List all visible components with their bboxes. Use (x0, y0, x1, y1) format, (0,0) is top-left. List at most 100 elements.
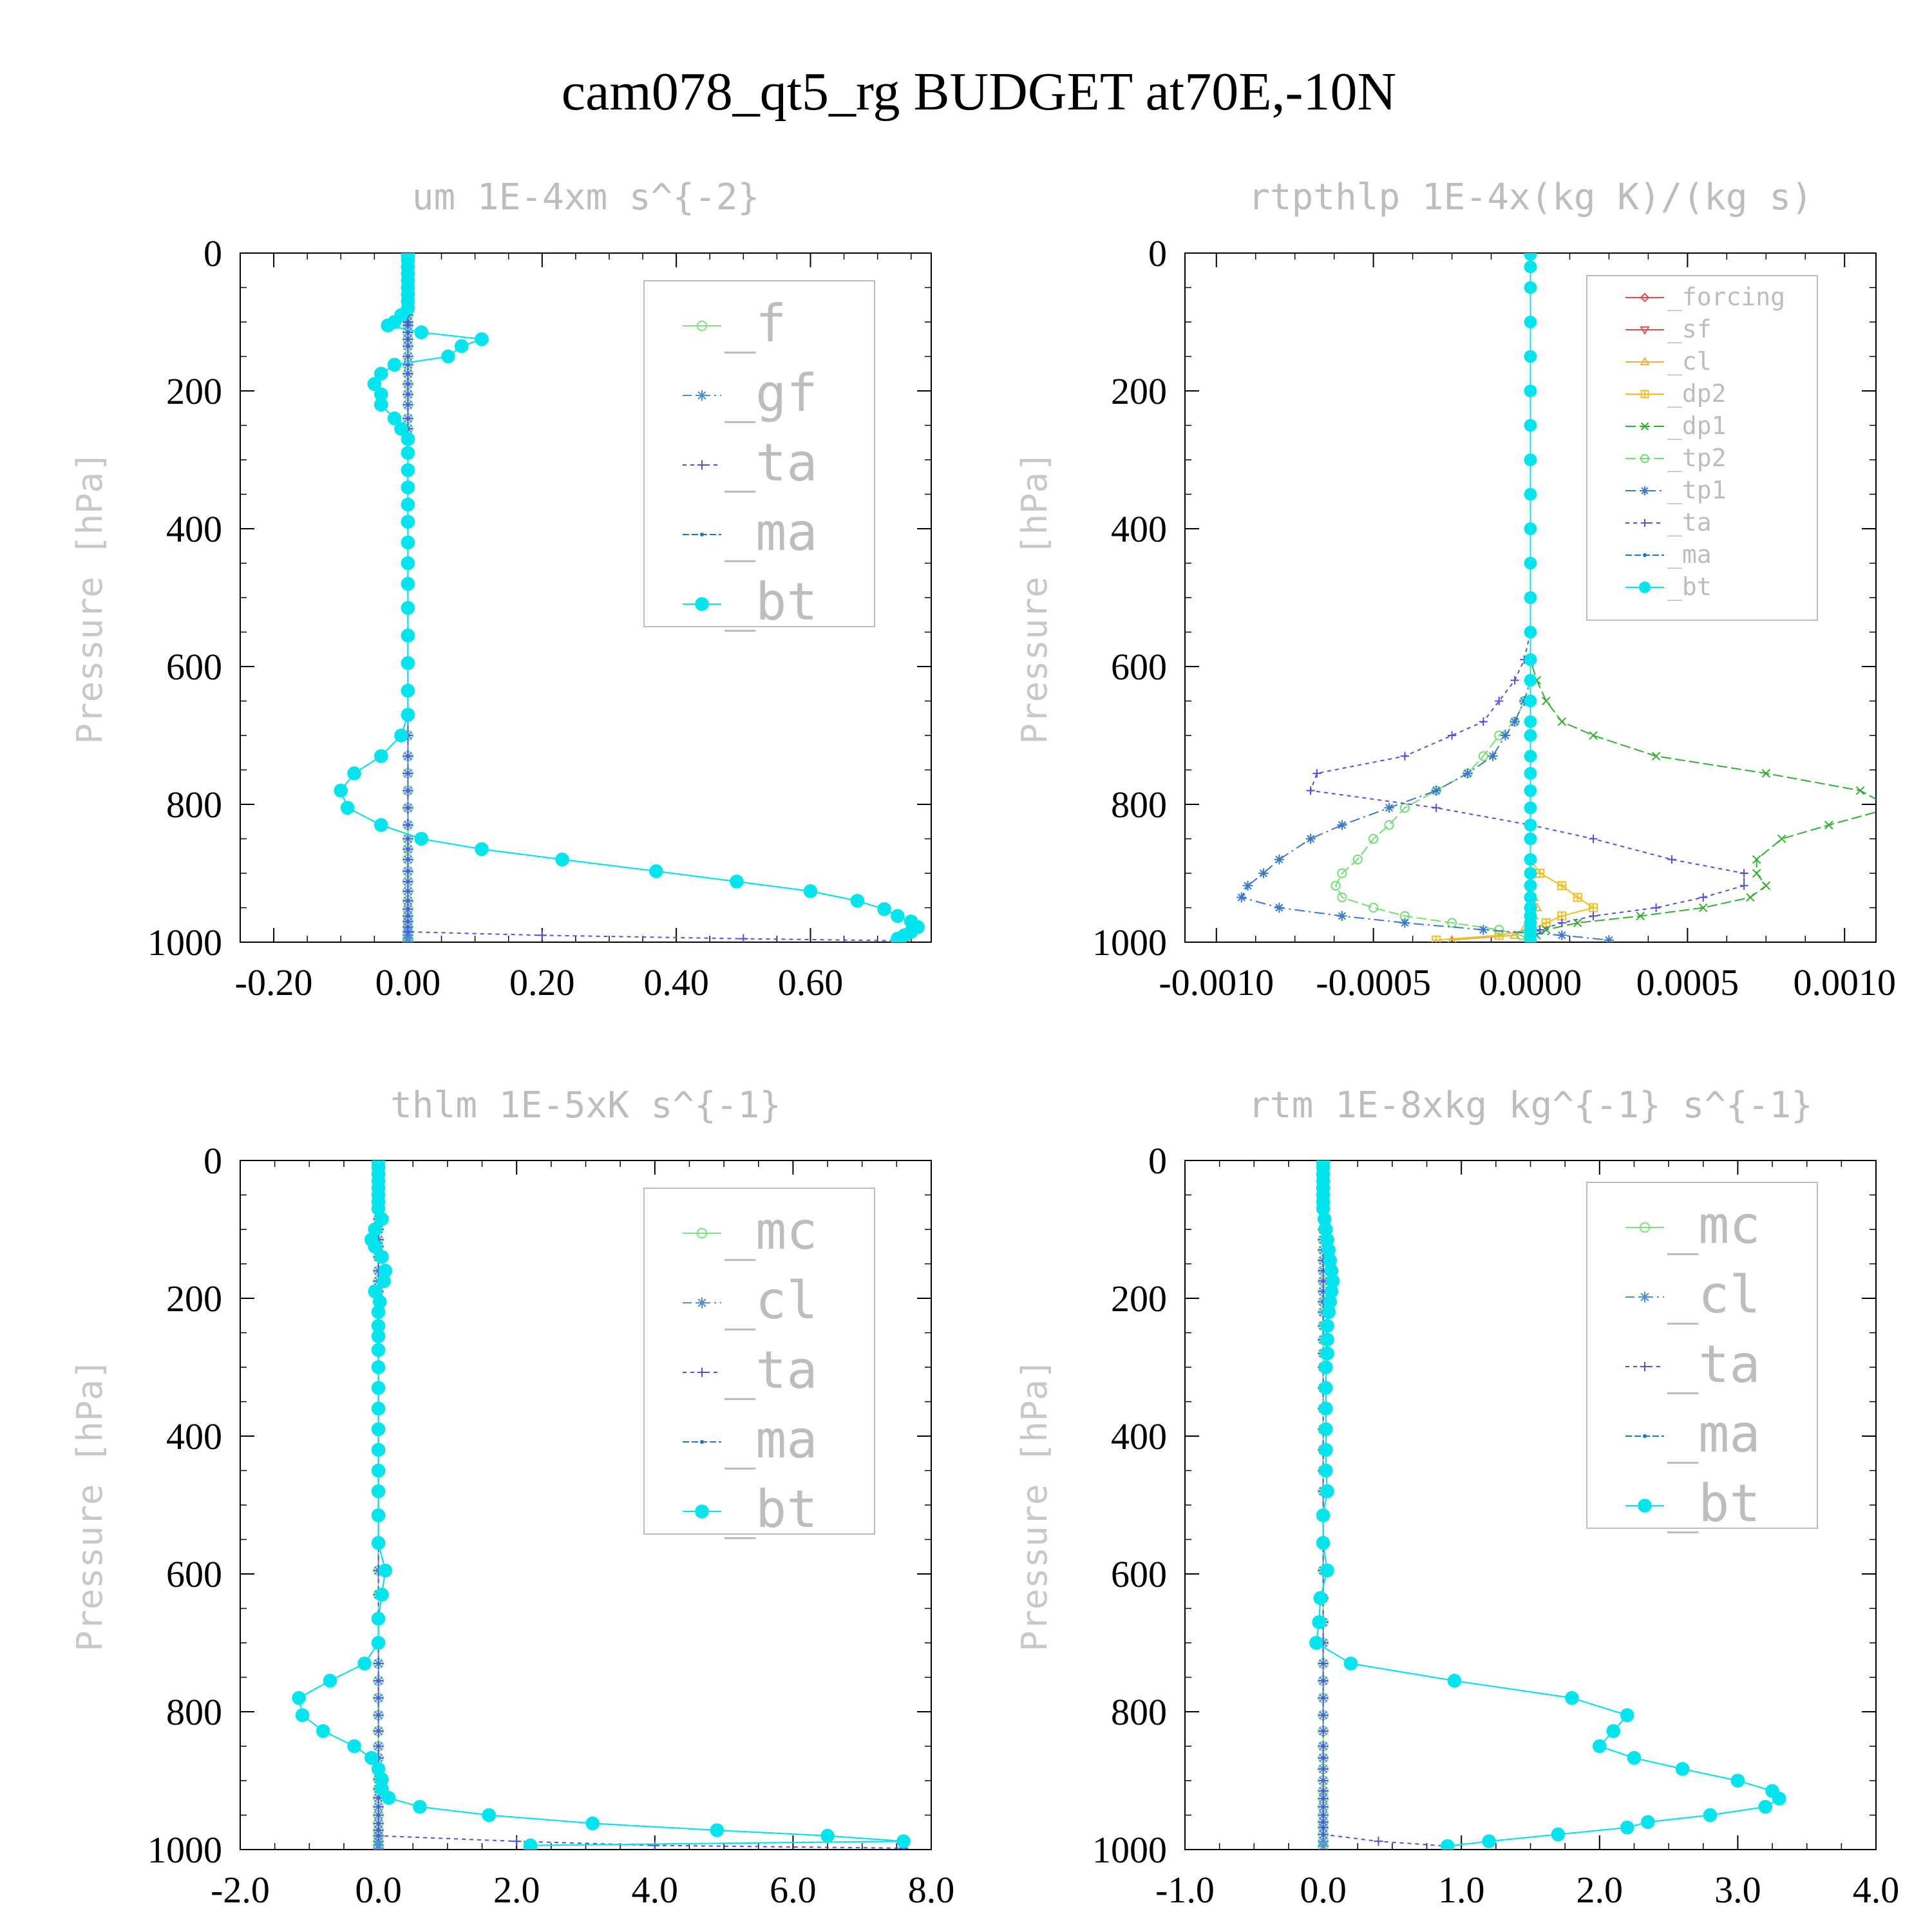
data-point (340, 800, 355, 815)
data-point (454, 339, 469, 354)
plot-area (1236, 253, 1876, 942)
data-point (1488, 751, 1498, 761)
data-point (1318, 1726, 1328, 1736)
data-point (1305, 833, 1316, 844)
data-point (1524, 260, 1537, 274)
legend-label: _cl (724, 1271, 818, 1331)
data-point (512, 1836, 522, 1846)
data-point (1606, 1724, 1621, 1738)
legend-item: _mc (683, 1201, 818, 1261)
data-point (1541, 918, 1551, 928)
y-tick-label: 200 (1111, 1278, 1167, 1320)
x-tick-label: 0.60 (778, 961, 844, 1003)
y-tick-label: 600 (166, 1553, 222, 1595)
data-point (403, 341, 413, 351)
data-point (371, 1443, 386, 1457)
data-point (1524, 253, 1537, 261)
data-point (482, 1808, 497, 1823)
y-tick-label: 0 (1148, 1140, 1167, 1182)
data-point (1494, 925, 1504, 935)
data-point (523, 1841, 538, 1850)
data-point (1431, 785, 1441, 796)
legend-item: _bt (1625, 573, 1712, 601)
data-point (1320, 1332, 1334, 1347)
data-point (1319, 1381, 1333, 1395)
data-point (374, 1693, 383, 1703)
data-point (1320, 1233, 1334, 1247)
data-point (1312, 769, 1321, 778)
legend-label: _gf (724, 363, 818, 423)
data-point (374, 387, 388, 402)
data-point (1399, 918, 1410, 928)
data-point (1313, 1591, 1328, 1605)
data-point (1667, 855, 1676, 864)
data-point (1318, 1830, 1328, 1839)
legend-item: _ma (1625, 1404, 1761, 1464)
series-line (1436, 254, 1595, 941)
data-point (292, 1690, 307, 1705)
x-tick-label: 4.0 (632, 1869, 679, 1911)
legend-item: _tp1 (1625, 476, 1727, 505)
data-point (401, 656, 415, 670)
data-point (371, 1401, 386, 1416)
legend-item: _ta (683, 1340, 818, 1400)
legend-marker (1643, 1434, 1647, 1438)
data-point (1573, 893, 1582, 902)
data-point (1318, 1764, 1328, 1774)
data-point (1384, 802, 1394, 813)
data-point (403, 803, 413, 813)
data-point (403, 876, 413, 887)
data-point (371, 1508, 386, 1522)
data-point (1319, 1401, 1333, 1416)
legend-box (643, 280, 875, 627)
legend-label: _tp1 (1667, 476, 1727, 505)
data-point (1352, 855, 1363, 865)
data-point (1319, 1443, 1333, 1457)
x-tick-label: 6.0 (770, 1869, 817, 1911)
data-point (1318, 1658, 1328, 1669)
data-point (1524, 316, 1537, 328)
data-point (403, 360, 413, 370)
data-point (1368, 902, 1379, 913)
panel-3: thlm 1E-5xK s^{-1} Pressure [hPa] 0 200 400 6… (70, 1084, 954, 1911)
legend-marker (1643, 553, 1647, 557)
data-point (1777, 834, 1786, 844)
data-point (1524, 556, 1537, 570)
data-point (1739, 869, 1748, 878)
data-point (371, 1305, 386, 1320)
data-point (1524, 891, 1537, 904)
panel-title: rtm 1E-8xkg kg^{-1} s^{-1} (1248, 1084, 1813, 1126)
data-point (401, 576, 415, 591)
data-point (1524, 350, 1537, 363)
y-tick-label: 0 (204, 232, 222, 274)
data-point (1320, 1346, 1334, 1361)
panel-title: thlm 1E-5xK s^{-1} (390, 1084, 781, 1126)
series-ta (1318, 1160, 1452, 1850)
series-bt (334, 253, 925, 942)
data-point (1589, 731, 1598, 740)
legend-marker (1640, 454, 1649, 463)
data-point (401, 601, 415, 615)
data-point (371, 1329, 386, 1343)
x-tick-label: -1.0 (1155, 1869, 1215, 1911)
legend-marker (1638, 1499, 1652, 1513)
x-tick-label: 8.0 (908, 1869, 955, 1911)
data-point (387, 412, 402, 426)
y-tick-label: 800 (1111, 784, 1167, 826)
series-line (1452, 254, 1538, 941)
data-point (347, 1739, 361, 1754)
data-point (1524, 674, 1537, 687)
data-point (1399, 802, 1410, 813)
x-tick-label: 3.0 (1714, 1869, 1761, 1911)
data-point (1761, 769, 1771, 778)
data-point (374, 1831, 383, 1841)
data-point (1761, 881, 1771, 891)
data-point (378, 1264, 393, 1278)
data-point (401, 515, 415, 529)
data-point (1510, 676, 1519, 685)
legend-label: _ta (1667, 508, 1712, 537)
legend-item: _cl (1625, 347, 1712, 376)
data-point (1746, 893, 1755, 902)
y-axis-label: Pressure [hPa] (1014, 451, 1055, 744)
legend-item: _f (683, 294, 786, 354)
